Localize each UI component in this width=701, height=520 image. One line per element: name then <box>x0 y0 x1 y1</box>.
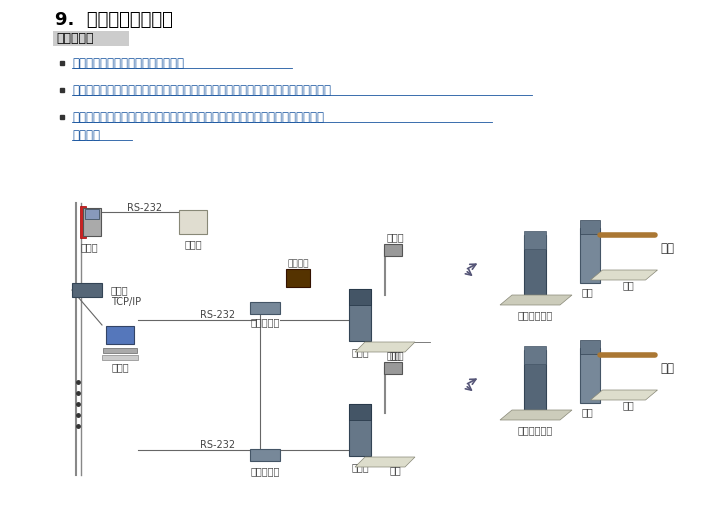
Text: 入口机: 入口机 <box>351 347 369 357</box>
Bar <box>524 235 546 295</box>
Bar <box>286 269 310 287</box>
Bar <box>179 210 207 234</box>
Text: RS-232: RS-232 <box>128 203 163 213</box>
Bar <box>53 31 129 46</box>
Text: 入口: 入口 <box>660 241 674 254</box>
Bar <box>349 289 371 305</box>
Bar <box>580 228 600 282</box>
Text: RS-232: RS-232 <box>200 310 235 320</box>
Bar <box>250 449 280 461</box>
Text: TCP/IP: TCP/IP <box>111 297 141 307</box>
Text: 地感: 地感 <box>622 400 634 410</box>
Polygon shape <box>590 390 658 400</box>
Bar <box>349 289 371 341</box>
Text: 地感: 地感 <box>389 465 401 475</box>
Text: 网即可。: 网即可。 <box>72 128 100 141</box>
Text: 摄像机: 摄像机 <box>386 232 404 242</box>
Text: 交换机: 交换机 <box>111 285 128 295</box>
Bar <box>384 362 402 374</box>
Text: 9.  车辆进出管理系统: 9. 车辆进出管理系统 <box>55 11 173 29</box>
Bar <box>106 326 134 344</box>
Text: 出口: 出口 <box>660 361 674 374</box>
Polygon shape <box>590 270 658 280</box>
Bar <box>580 220 600 234</box>
Text: 每个出入口管理电脑均与管理中心停车场管理服务器通过社区光纤局域网进行连接；: 每个出入口管理电脑均与管理中心停车场管理服务器通过社区光纤局域网进行连接； <box>72 84 331 97</box>
Text: 服务器: 服务器 <box>80 242 98 252</box>
Text: 车位显示: 车位显示 <box>287 259 308 268</box>
Bar <box>580 347 600 402</box>
Polygon shape <box>500 295 572 305</box>
Text: 道闸: 道闸 <box>581 407 593 417</box>
Bar <box>524 350 546 410</box>
Bar <box>83 208 101 236</box>
Polygon shape <box>500 410 572 420</box>
Bar <box>349 404 371 456</box>
Polygon shape <box>355 457 415 467</box>
Text: 出口机: 出口机 <box>351 462 369 472</box>
Bar <box>72 283 102 297</box>
Text: 摄像机: 摄像机 <box>386 350 404 360</box>
Text: 远距离读卡机: 远距离读卡机 <box>517 425 552 435</box>
Text: 系统架构：: 系统架构： <box>56 32 93 45</box>
Text: 远距离读卡机: 远距离读卡机 <box>517 310 552 320</box>
Bar <box>524 346 546 364</box>
Text: 地感: 地感 <box>389 350 401 360</box>
Text: RS-232: RS-232 <box>200 440 235 450</box>
Text: 系统以光纤局域网为网络传输主干；: 系统以光纤局域网为网络传输主干； <box>72 57 184 70</box>
Text: 发卡机: 发卡机 <box>184 239 202 249</box>
Bar <box>80 206 86 238</box>
Text: 地感: 地感 <box>622 280 634 290</box>
Text: 网络扩展器: 网络扩展器 <box>250 317 280 327</box>
Bar <box>85 209 99 219</box>
Text: 网络扩展器: 网络扩展器 <box>250 466 280 476</box>
Polygon shape <box>355 342 415 352</box>
Bar <box>250 302 280 314</box>
Bar <box>580 340 600 354</box>
Bar <box>384 244 402 256</box>
Text: 因各组团分期建设，故各组团未未建设时，只要将其管理电脑接入到社区光纤局域: 因各组团分期建设，故各组团未未建设时，只要将其管理电脑接入到社区光纤局域 <box>72 111 324 124</box>
Bar <box>349 404 371 420</box>
Text: 道闸: 道闸 <box>581 287 593 297</box>
Bar <box>103 347 137 353</box>
Bar <box>524 231 546 249</box>
Bar <box>102 355 138 359</box>
Text: 工作站: 工作站 <box>111 362 129 372</box>
